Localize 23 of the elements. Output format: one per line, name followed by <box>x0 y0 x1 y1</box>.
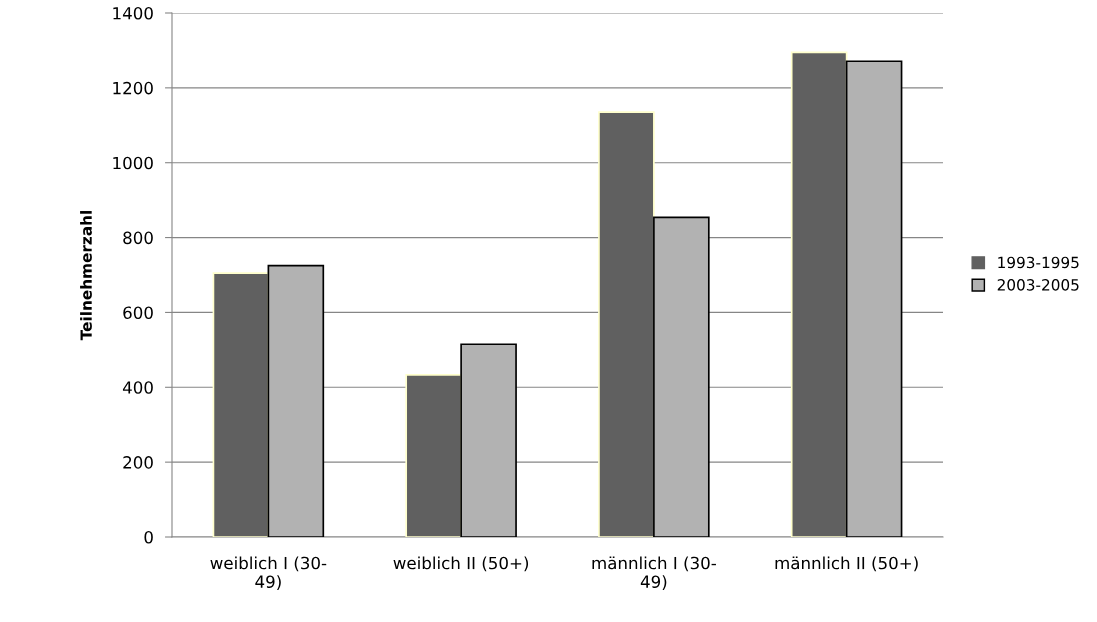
x-tick-label: weiblich I (30- 49) <box>210 556 327 590</box>
y-axis-title: Teilnehmerzahl <box>80 211 92 341</box>
bar <box>598 111 655 537</box>
bar <box>653 216 710 537</box>
legend-label: 1993-1995 <box>998 256 1079 269</box>
bar <box>790 51 848 537</box>
bar <box>845 60 903 537</box>
y-tick-label: 400 <box>122 381 153 394</box>
y-tick-label: 200 <box>123 456 153 469</box>
legend-label: 2003-2005 <box>997 279 1079 291</box>
bar <box>460 343 517 537</box>
y-tick-label: 0 <box>144 530 153 544</box>
y-tick-label: 800 <box>123 231 153 245</box>
y-tick-label: 1200 <box>113 81 153 95</box>
x-tick-label: männlich I (30- 49) <box>592 556 716 590</box>
bar <box>267 264 325 537</box>
x-tick-label: männlich II (50+) <box>775 556 918 572</box>
bar <box>212 272 270 537</box>
y-tick-label: 600 <box>123 306 153 319</box>
x-tick-label: weiblich II (50+) <box>393 556 529 572</box>
y-tick-label: 1000 <box>113 156 153 170</box>
bar <box>405 374 462 537</box>
y-tick-label: 1400 <box>113 6 153 20</box>
